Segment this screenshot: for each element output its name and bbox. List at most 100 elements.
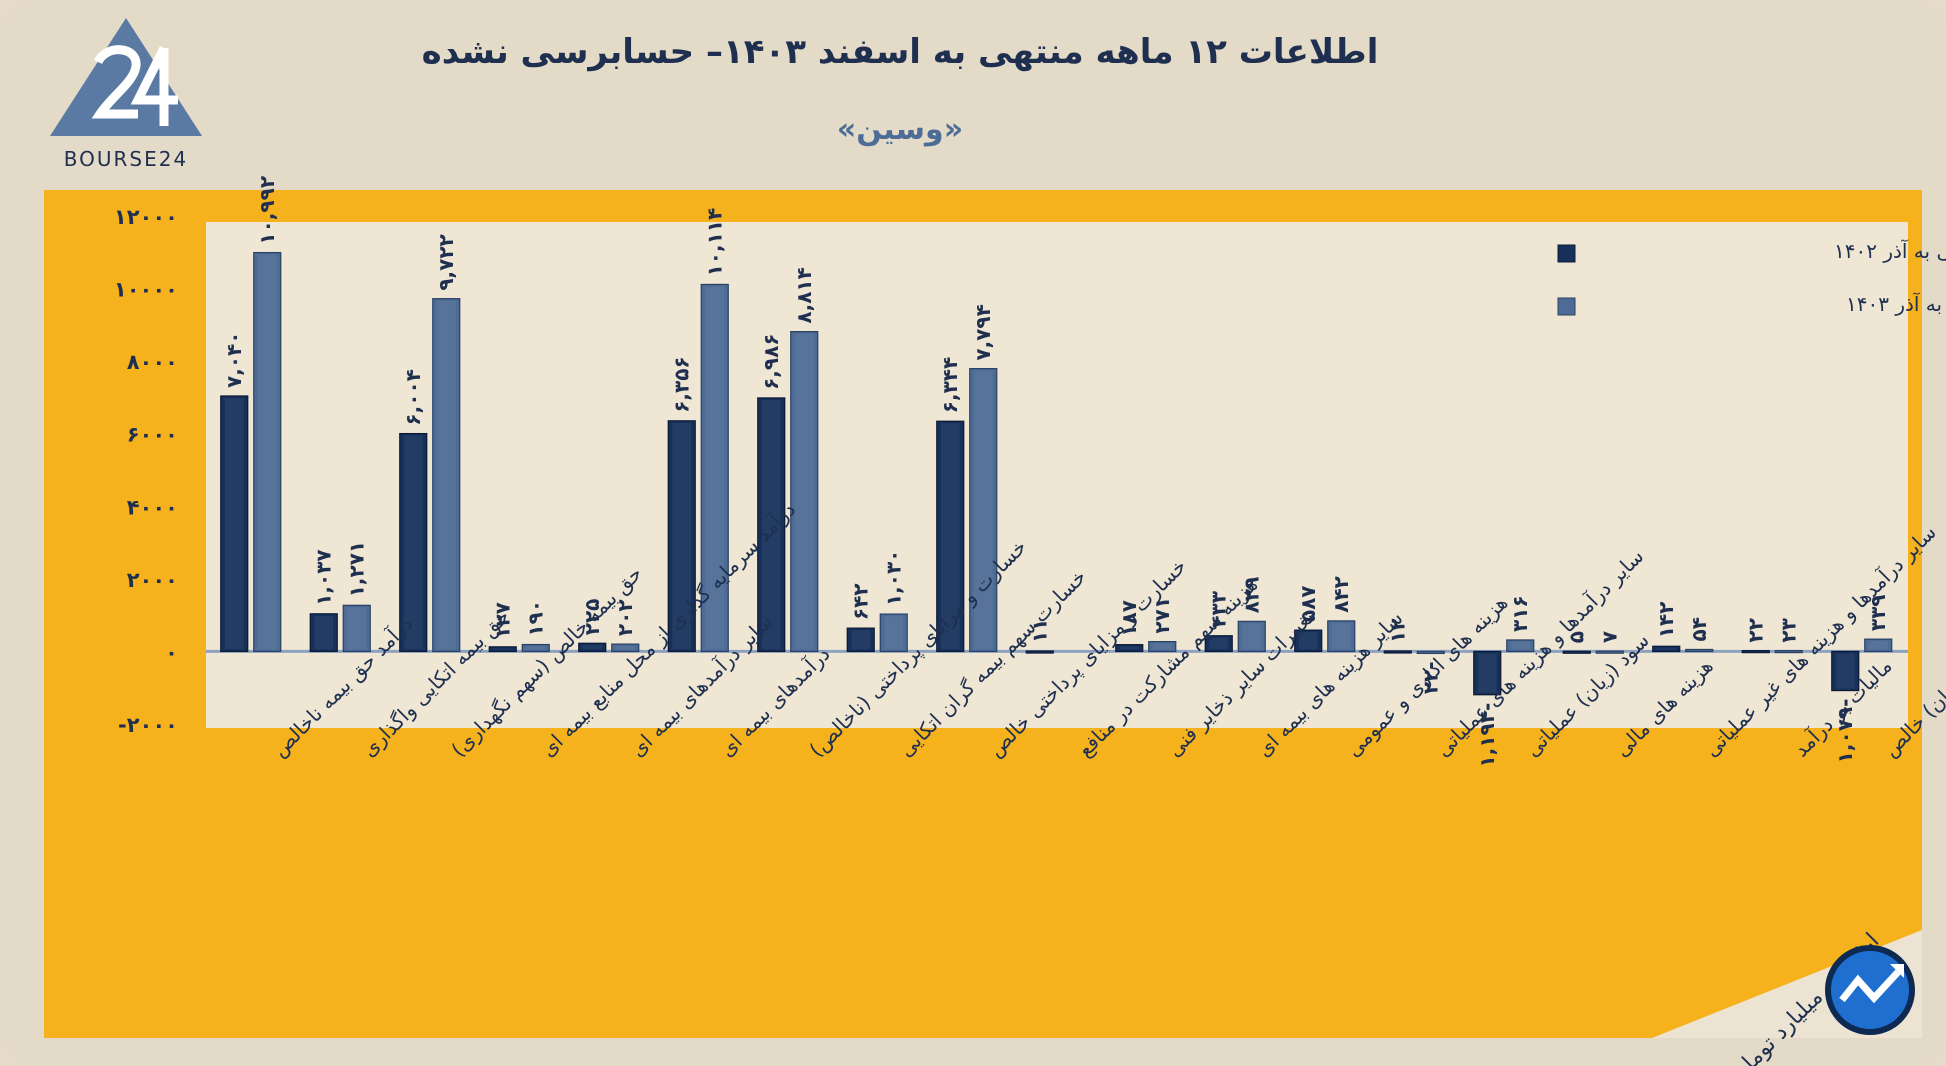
bar-bevel <box>1331 622 1351 650</box>
data-label: ۱۲۷ <box>491 602 515 639</box>
y-tick-label: ۶۰۰۰ <box>127 423 178 447</box>
bar-1402 <box>1294 629 1323 653</box>
data-label: ۲۰۲ <box>613 599 637 636</box>
bar-bevel <box>672 422 692 650</box>
data-label: ۱۱ <box>1028 619 1052 643</box>
data-label: ۱,۰۳۷ <box>312 549 336 605</box>
bar-1402 <box>1652 645 1681 653</box>
data-label: ۶,۰۰۴ <box>401 369 425 425</box>
bar-bevel <box>582 645 602 650</box>
data-label: ۱,۲۷۱ <box>345 541 369 597</box>
data-label: ۱۲ <box>1386 619 1410 643</box>
y-tick-label: ۱۰۰۰۰ <box>114 278 178 302</box>
bar-1403 <box>1864 638 1893 653</box>
data-label: ۷,۰۴۰ <box>222 332 246 388</box>
bar-1402 <box>1473 650 1502 696</box>
bar-bevel <box>615 646 635 650</box>
bar-1403 <box>1685 648 1714 653</box>
data-label: ۲۳ <box>1777 618 1801 642</box>
bar-1402 <box>309 613 338 653</box>
bar-bevel <box>493 648 513 650</box>
bar-1402 <box>667 420 696 653</box>
logo-text: BOURSE24 <box>64 147 188 171</box>
data-label: ۶۴۲ <box>849 584 873 621</box>
bar-1403 <box>879 613 908 653</box>
bar-bevel <box>257 254 277 650</box>
bar-1403 <box>969 368 998 653</box>
bar-1403 <box>1327 620 1356 653</box>
bar-1403 <box>432 298 461 653</box>
data-label: ۹,۷۲۲ <box>434 234 458 290</box>
data-label: ۸۴۲ <box>1329 576 1353 613</box>
bar-bevel <box>1835 653 1855 689</box>
data-label: ۱۴۲ <box>1654 602 1678 639</box>
data-label: ۳۱۶ <box>1508 595 1532 632</box>
legend-label-1402: عملکرد منتهی به آذر ۱۴۰۲ <box>1834 238 1946 263</box>
bar-bevel <box>851 630 871 650</box>
logo-digit-2 <box>91 45 141 119</box>
data-label: ۱۰,۹۹۲ <box>255 176 279 245</box>
bourse24-logo: BOURSE24 <box>50 18 202 171</box>
bar-bevel <box>1209 637 1229 650</box>
legend-label-1403: عملکرد منتهی به آذر ۱۴۰۳ <box>1846 291 1946 316</box>
bar-bevel <box>973 370 993 650</box>
bar-1403 <box>790 331 819 653</box>
data-label: ۶,۹۸۶ <box>759 333 783 389</box>
bar-1403 <box>611 643 640 653</box>
logo-digit-4 <box>130 45 178 126</box>
bar-bevel <box>1242 623 1262 650</box>
legend: عملکرد منتهی به آذر ۱۴۰۲ عملکرد منتهی به… <box>1557 238 1946 316</box>
data-label: ۶,۳۵۶ <box>670 356 694 412</box>
bar-bevel <box>940 423 960 650</box>
page-title: اطلاعات ۱۲ ماهه منتهی به اسفند ۱۴۰۳– حسا… <box>421 32 1379 72</box>
data-label: ۵ <box>1565 631 1589 643</box>
data-label: ۲۲۵ <box>580 599 604 636</box>
bar-1402 <box>1115 644 1144 653</box>
bar-bevel <box>403 435 423 650</box>
data-label: ۱,۰۷۹- <box>1833 699 1857 764</box>
data-label: ۸,۸۱۴ <box>792 267 816 323</box>
y-tick-label: ۱۲۰۰۰ <box>114 205 178 229</box>
bar-1403 <box>1774 649 1803 654</box>
data-label: ۷,۷۹۴ <box>971 304 995 360</box>
bar-1403 <box>521 643 550 653</box>
bar-1402 <box>1025 650 1054 654</box>
bar-1402 <box>220 395 249 653</box>
bar-bevel <box>436 300 456 650</box>
bar-bevel <box>761 399 781 650</box>
data-label: ۶,۳۴۴ <box>938 357 962 413</box>
bar-1402 <box>488 646 517 653</box>
bar-bevel <box>1298 632 1318 650</box>
bar-1402 <box>936 420 965 653</box>
bar-1403 <box>1595 650 1624 654</box>
bar-1402 <box>578 642 607 653</box>
data-label: ۲۲ <box>1744 618 1768 642</box>
corner-arrow-icon <box>1825 945 1915 1035</box>
bar-bevel <box>526 646 546 650</box>
y-tick-label: ۴۰۰۰ <box>127 495 178 519</box>
bar-1402 <box>1562 650 1591 654</box>
legend-swatch-1403 <box>1557 297 1576 316</box>
data-label: ۱,۰۳۰ <box>882 550 906 606</box>
bar-bevel <box>224 397 244 650</box>
bar-1403 <box>342 604 371 653</box>
bar-1403 <box>1237 620 1266 653</box>
data-label: ۵۴ <box>1687 617 1711 641</box>
bar-bevel <box>314 615 334 650</box>
bar-bevel <box>884 616 904 650</box>
y-tick-label: ۰ <box>165 640 178 664</box>
bar-1402 <box>399 432 428 653</box>
data-label: ۷ <box>1598 631 1622 643</box>
data-label: ۱۰,۱۱۴ <box>703 208 727 277</box>
data-label: ۱,۱۹۴- <box>1475 703 1499 768</box>
plot-area <box>206 222 1908 728</box>
bar-bevel <box>705 286 725 650</box>
bar-1402 <box>846 627 875 653</box>
bar-bevel <box>1510 641 1530 650</box>
bar-1403 <box>253 251 282 653</box>
bar-bevel <box>347 607 367 650</box>
bar-bevel <box>794 333 814 650</box>
bar-bevel <box>1152 643 1172 650</box>
bar-1403 <box>1506 639 1535 653</box>
bar-bevel <box>1119 646 1139 650</box>
